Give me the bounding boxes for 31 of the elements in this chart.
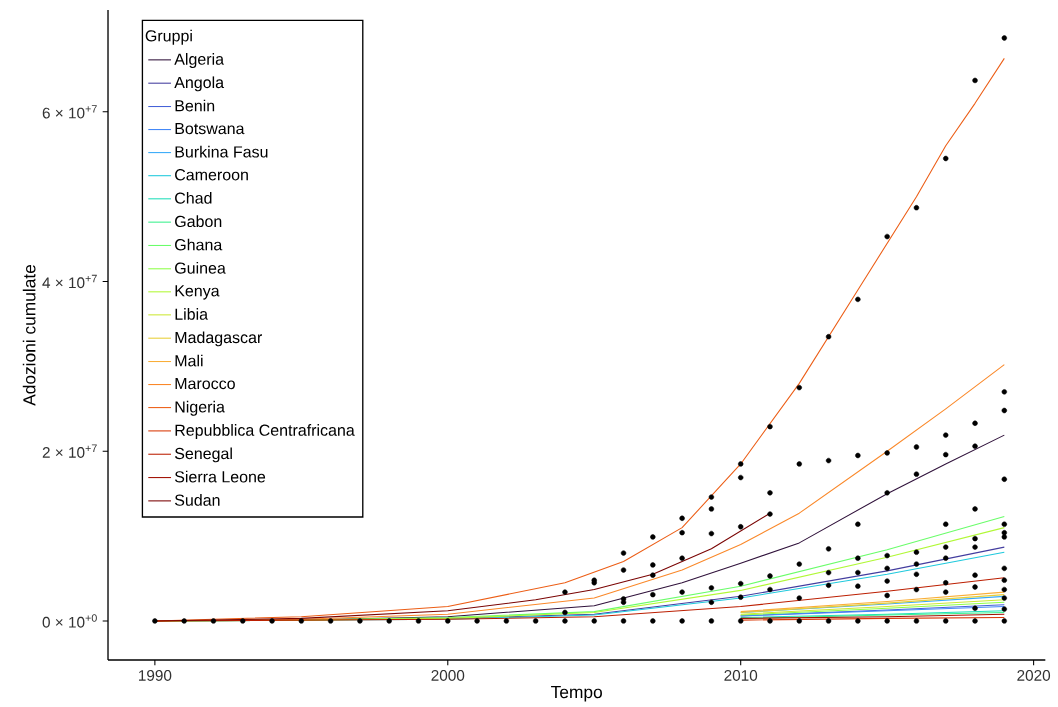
legend-label: Sierra Leone: [174, 470, 266, 483]
y-tick-label: 0 × 10$^{+0}$: [42, 614, 97, 628]
x-axis-title: Tempo: [551, 686, 602, 702]
y-axis-title: Adozioni cumulate: [22, 264, 36, 406]
legend-label: Mali: [175, 354, 203, 367]
x-tick-label: 1990: [138, 670, 172, 681]
legend-label: Repubblica Centrafricana: [175, 424, 355, 440]
y-tick-label: 4 × 10$^{+7}$: [42, 274, 97, 289]
legend-label: Chad: [175, 192, 212, 204]
legend-label: Libia: [175, 308, 209, 320]
legend-label: Benin: [175, 99, 215, 112]
legend-label: Senegal: [174, 447, 232, 463]
legend-label: Angola: [174, 76, 225, 92]
y-tick-label: 6 × 10$^{+7}$: [42, 105, 97, 119]
legend-label: Kenya: [175, 285, 220, 300]
legend-label: Marocco: [175, 378, 235, 390]
x-tick-label: 2010: [724, 670, 758, 681]
legend-label: Botswana: [175, 123, 245, 135]
legend-label: Gabon: [175, 215, 222, 228]
legend-title: Gruppi: [145, 29, 192, 45]
legend-label: Cameroon: [175, 169, 248, 181]
legend-label: Burkina Fasu: [175, 145, 268, 158]
x-tick-label: 2000: [431, 670, 465, 681]
legend-label: Ghana: [175, 238, 223, 251]
legend-label: Sudan: [174, 494, 220, 506]
legend-label: Guinea: [175, 262, 226, 274]
x-tick-label: 2020: [1017, 670, 1051, 681]
y-tick-label: 2 × 10$^{+7}$: [42, 444, 97, 458]
legend-label: Madagascar: [175, 331, 263, 347]
legend-label: Nigeria: [175, 400, 225, 416]
legend-label: Algeria: [174, 53, 225, 68]
